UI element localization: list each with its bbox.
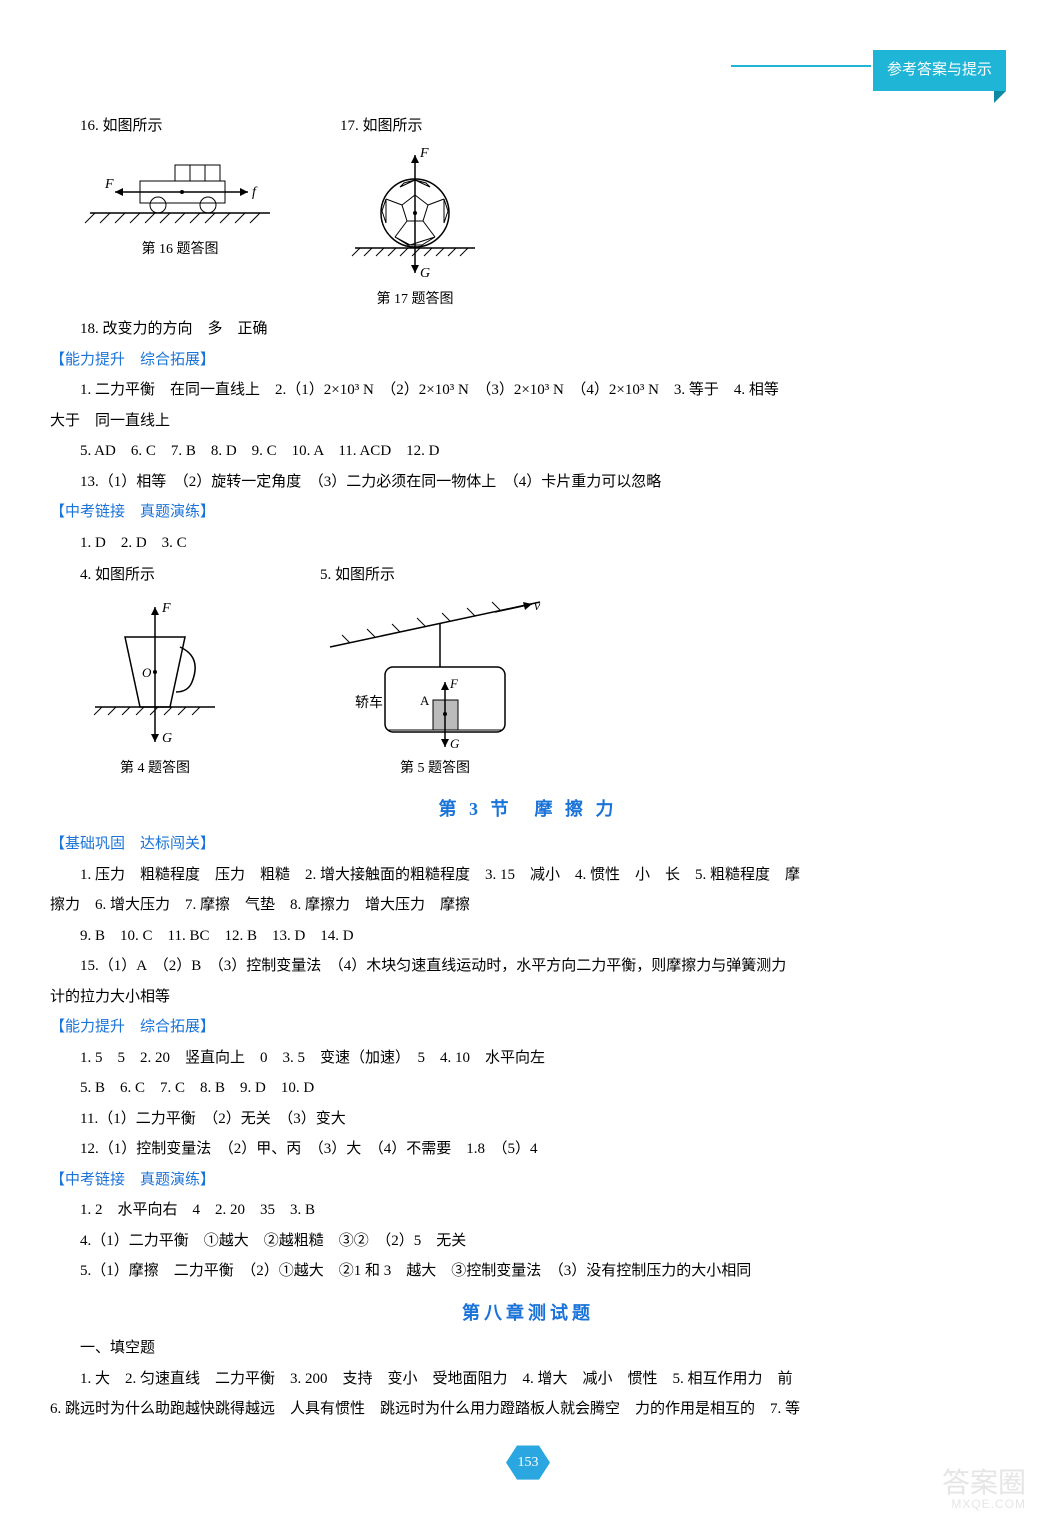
sectD-title: 【能力提升 综合拓展】 bbox=[50, 1013, 1006, 1042]
main-content: 16. 如图所示 bbox=[50, 110, 1006, 1482]
node3-title: 第 3 节 摩 擦 力 bbox=[50, 792, 1006, 826]
fig5-car: 轿车 bbox=[355, 694, 383, 711]
sectA-l1: 1. 二力平衡 在同一直线上 2.（1）2×10³ N （2）2×10³ N （… bbox=[50, 376, 1006, 405]
figure-16: 16. 如图所示 bbox=[80, 110, 280, 263]
sectC-title: 【基础巩固 达标闯关】 bbox=[50, 830, 1006, 859]
sectB-title: 【中考链接 真题演练】 bbox=[50, 498, 1006, 527]
sectE-l2: 4.（1）二力平衡 ①越大 ②越粗糙 ③② （2）5 无关 bbox=[50, 1227, 1006, 1256]
header-rule bbox=[731, 65, 871, 67]
ch8-l1: 1. 大 2. 匀速直线 二力平衡 3. 200 支持 变小 受地面阻力 4. … bbox=[50, 1365, 1006, 1394]
figure-5: 5. 如图所示 v 轿车 bbox=[320, 559, 550, 782]
fig16-label: 16. 如图所示 bbox=[80, 112, 163, 141]
fig4-G: G bbox=[162, 731, 172, 746]
fig4-svg: O F G bbox=[80, 592, 230, 752]
figure-4: 4. 如图所示 O F G bbox=[80, 559, 230, 782]
fig5-v: v bbox=[534, 599, 541, 614]
fig5-caption: 第 5 题答图 bbox=[400, 756, 470, 783]
page-number-badge: 153 bbox=[506, 1444, 550, 1482]
fig4-caption: 第 4 题答图 bbox=[120, 756, 190, 783]
fig16-F-label: F bbox=[104, 177, 114, 192]
sectC-l1: 1. 压力 粗糙程度 压力 粗糙 2. 增大接触面的粗糙程度 3. 15 减小 … bbox=[50, 861, 1006, 890]
fig5-label: 5. 如图所示 bbox=[320, 561, 395, 590]
fig4-F: F bbox=[161, 601, 171, 616]
q18: 18. 改变力的方向 多 正确 bbox=[50, 315, 1006, 344]
sectB-l1: 1. D 2. D 3. C bbox=[50, 529, 1006, 558]
fig4-O: O bbox=[142, 665, 152, 680]
sectD-l2: 5. B 6. C 7. C 8. B 9. D 10. D bbox=[50, 1074, 1006, 1103]
page-header-band: 参考答案与提示 bbox=[873, 50, 1006, 91]
fig16-f-label: f bbox=[252, 185, 258, 200]
sectE-l3: 5.（1）摩擦 二力平衡 （2）①越大 ②1 和 3 越大 ③控制变量法 （3）… bbox=[50, 1257, 1006, 1286]
sectA-title: 【能力提升 综合拓展】 bbox=[50, 346, 1006, 375]
sectC-l3: 15.（1）A （2）B （3）控制变量法 （4）木块匀速直线运动时，水平方向二… bbox=[50, 952, 1006, 981]
fig17-caption: 第 17 题答图 bbox=[377, 287, 454, 314]
figure-row-4-5: 4. 如图所示 O F G bbox=[80, 559, 1006, 782]
sectC-l1b: 擦力 6. 增大压力 7. 摩擦 气垫 8. 摩擦力 增大压力 摩擦 bbox=[50, 891, 1006, 920]
sectE-l1: 1. 2 水平向右 4 2. 20 35 3. B bbox=[50, 1196, 1006, 1225]
fig4-label: 4. 如图所示 bbox=[80, 561, 155, 590]
sectA-l1b: 大于 同一直线上 bbox=[50, 407, 1006, 436]
sectA-l2: 5. AD 6. C 7. B 8. D 9. C 10. A 11. ACD … bbox=[50, 437, 1006, 466]
ch8-h1: 一、填空题 bbox=[50, 1334, 1006, 1363]
fig5-A: A bbox=[420, 693, 430, 708]
figure-17: 17. 如图所示 bbox=[340, 110, 490, 313]
sectE-title: 【中考链接 真题演练】 bbox=[50, 1166, 1006, 1195]
figure-row-16-17: 16. 如图所示 bbox=[80, 110, 1006, 313]
fig17-label: 17. 如图所示 bbox=[340, 112, 423, 141]
sectD-l4: 12.（1）控制变量法 （2）甲、丙 （3）大 （4）不需要 1.8 （5）4 bbox=[50, 1135, 1006, 1164]
fig5-F: F bbox=[449, 676, 459, 691]
fig17-G-label: G bbox=[420, 266, 430, 281]
sectD-l3: 11.（1）二力平衡 （2）无关 （3）变大 bbox=[50, 1105, 1006, 1134]
fig5-G: G bbox=[450, 736, 460, 751]
sectC-l3b: 计的拉力大小相等 bbox=[50, 983, 1006, 1012]
fig17-F-label: F bbox=[419, 146, 429, 161]
fig5-svg: v 轿车 A F G bbox=[320, 592, 550, 752]
ch8-l2: 6. 跳远时为什么助跑越快跳得越远 人具有惯性 跳远时为什么用力蹬踏板人就会腾空… bbox=[50, 1395, 1006, 1424]
sectD-l1: 1. 5 5 2. 20 竖直向上 0 3. 5 变速（加速） 5 4. 10 … bbox=[50, 1044, 1006, 1073]
fig17-svg: F G bbox=[340, 143, 490, 283]
sectC-l2: 9. B 10. C 11. BC 12. B 13. D 14. D bbox=[50, 922, 1006, 951]
sectA-l3: 13.（1）相等 （2）旋转一定角度 （3）二力必须在同一物体上 （4）卡片重力… bbox=[50, 468, 1006, 497]
ch8-title: 第八章测试题 bbox=[50, 1296, 1006, 1330]
watermark-small: MXQE.COM bbox=[942, 1498, 1026, 1511]
fig16-svg: F f bbox=[80, 143, 280, 233]
fig16-caption: 第 16 题答图 bbox=[142, 237, 219, 264]
